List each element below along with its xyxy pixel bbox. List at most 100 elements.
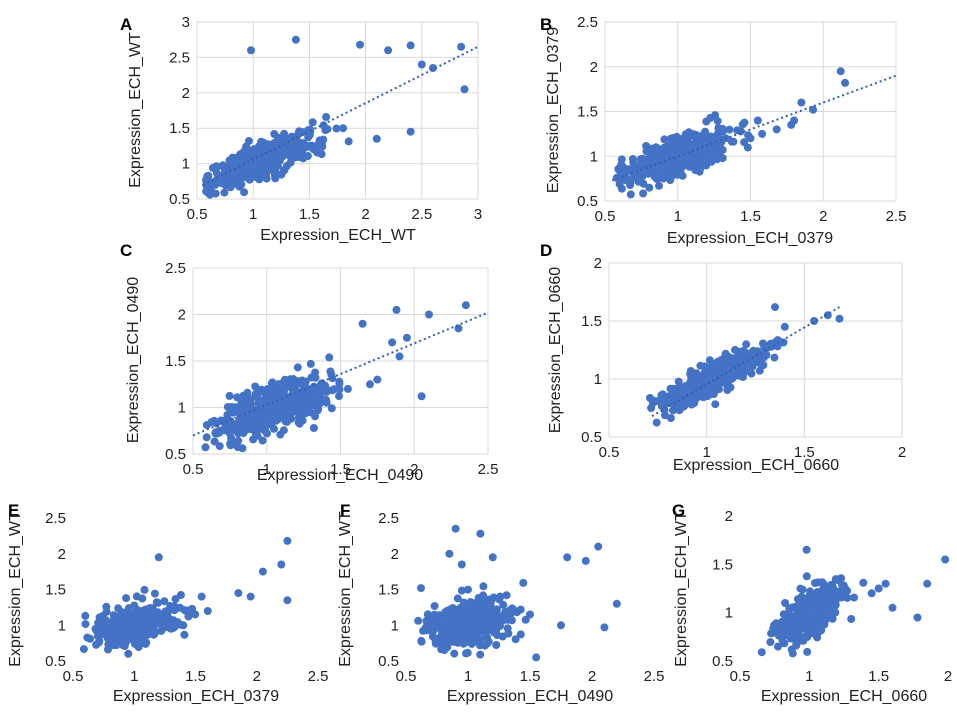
x-tick-label: 1.5 — [868, 668, 889, 685]
data-point — [271, 174, 280, 183]
data-point — [445, 549, 454, 558]
data-point — [169, 616, 178, 625]
data-point — [258, 567, 267, 576]
data-point — [807, 626, 816, 635]
data-point — [279, 147, 287, 156]
trendline — [611, 74, 897, 182]
data-point — [652, 418, 661, 427]
y-tick-label: 2 — [391, 546, 399, 563]
x-tick-label: 1 — [249, 206, 257, 223]
data-point — [715, 148, 724, 157]
data-point — [425, 310, 433, 319]
trendline — [202, 45, 479, 186]
data-point — [417, 60, 426, 69]
data-point — [581, 556, 590, 565]
x-axis-label: Expression_ECH_0379 — [113, 688, 279, 705]
data-point — [263, 420, 272, 429]
data-point — [711, 111, 720, 120]
data-point — [332, 124, 341, 133]
data-point — [278, 391, 287, 400]
data-point — [457, 586, 466, 595]
data-point — [780, 322, 789, 331]
data-point — [452, 621, 461, 629]
data-point — [102, 607, 111, 616]
data-point — [713, 117, 722, 126]
x-tick-label: 2 — [819, 208, 827, 225]
data-point — [818, 596, 827, 604]
x-tick-label: 1.5 — [520, 668, 541, 685]
data-point — [502, 591, 511, 600]
y-tick-label: 1 — [391, 617, 399, 634]
data-point — [299, 154, 308, 163]
data-point — [414, 616, 423, 625]
panel-b: B 0.5 1 1.5 2 2.5 0.5 1 1.5 2 2.5 Expression_ECH_03… — [540, 14, 906, 247]
data-point — [594, 542, 603, 551]
y-axis-label: Expression_ECH_WT — [7, 511, 24, 667]
data-point — [727, 137, 736, 146]
x-tick-label: 1.5 — [794, 444, 815, 461]
y-tick-label: 2.5 — [165, 260, 186, 277]
panel-letter: C — [120, 241, 132, 260]
x-tick-label: 2 — [898, 444, 906, 461]
data-point — [273, 161, 282, 170]
data-point — [787, 120, 796, 129]
data-point — [476, 650, 485, 659]
y-tick-label: 0.5 — [378, 653, 399, 670]
x-tick-label: 2.5 — [644, 668, 665, 685]
data-point — [234, 429, 243, 438]
data-point — [479, 600, 488, 609]
x-tick-label: 2.5 — [478, 461, 499, 478]
x-tick-label: 2.5 — [886, 208, 907, 225]
data-point — [176, 591, 185, 599]
y-tick-label: 1 — [594, 371, 602, 388]
data-point — [656, 154, 664, 163]
y-tick-label: 1 — [58, 617, 66, 634]
data-point — [835, 314, 844, 323]
data-point — [79, 645, 88, 654]
data-point — [746, 134, 755, 143]
data-point — [124, 649, 133, 658]
x-axis-label: Expression_ECH_0490 — [447, 688, 613, 705]
data-point — [747, 369, 756, 378]
data-point — [335, 377, 344, 386]
data-point — [236, 421, 245, 430]
y-tick-label: 1.5 — [45, 582, 66, 599]
data-point — [366, 380, 374, 389]
data-point — [742, 350, 751, 359]
x-tick-label: 1.5 — [330, 461, 351, 478]
data-point — [451, 524, 460, 533]
data-point — [692, 136, 701, 145]
data-point — [792, 641, 801, 650]
data-point — [847, 615, 856, 623]
data-point — [249, 408, 258, 417]
data-point — [760, 343, 769, 352]
data-point — [923, 579, 932, 588]
data-point — [270, 424, 278, 433]
data-point — [293, 363, 302, 372]
x-tick-label: 1 — [674, 208, 682, 225]
data-point — [832, 594, 841, 603]
data-point — [833, 587, 842, 596]
data-point — [442, 640, 451, 648]
data-point — [812, 590, 821, 598]
data-point — [686, 367, 695, 375]
data-point — [279, 426, 288, 435]
x-tick-label: 2 — [410, 461, 418, 478]
data-point — [115, 614, 124, 623]
data-point — [770, 353, 779, 362]
data-point — [789, 603, 798, 612]
data-point — [511, 635, 520, 644]
data-point — [180, 630, 189, 639]
y-tick-label: 1 — [182, 156, 190, 173]
data-point — [212, 169, 221, 178]
data-point — [753, 116, 762, 125]
data-point — [343, 384, 352, 393]
data-point — [600, 623, 609, 632]
data-point — [251, 392, 259, 401]
data-point — [247, 46, 255, 55]
data-point — [210, 437, 219, 446]
data-point — [488, 553, 497, 562]
data-point — [470, 602, 479, 611]
x-tick-label: 2.5 — [308, 668, 329, 685]
data-point — [402, 333, 411, 342]
